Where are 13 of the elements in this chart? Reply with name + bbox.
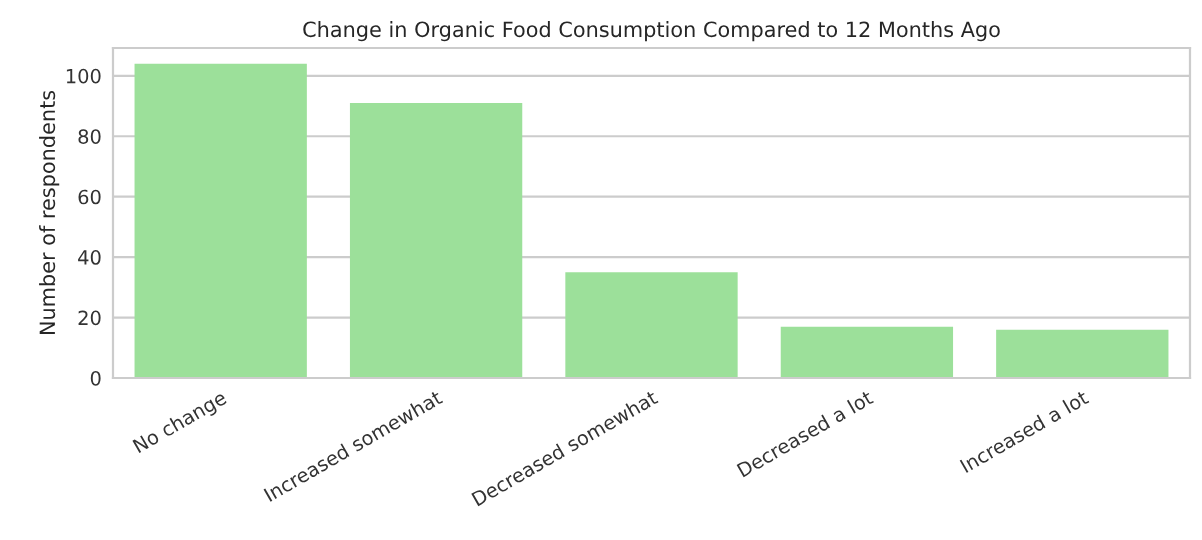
bar — [565, 272, 738, 378]
y-tick-label: 100 — [66, 68, 101, 84]
chart-title: Change in Organic Food Consumption Compared to 12 Months Ago — [303, 21, 1000, 42]
bar — [349, 103, 523, 378]
y-tick-label: 60 — [78, 189, 101, 205]
y-axis-title: Number of respondents — [39, 90, 60, 335]
bar — [780, 326, 954, 378]
y-tick-label: 80 — [78, 129, 101, 144]
bar — [996, 329, 1169, 378]
y-tick-label: 0 — [90, 370, 101, 386]
y-tick-label: 20 — [78, 310, 101, 326]
y-tick-label: 40 — [78, 250, 101, 265]
bar — [134, 63, 307, 378]
